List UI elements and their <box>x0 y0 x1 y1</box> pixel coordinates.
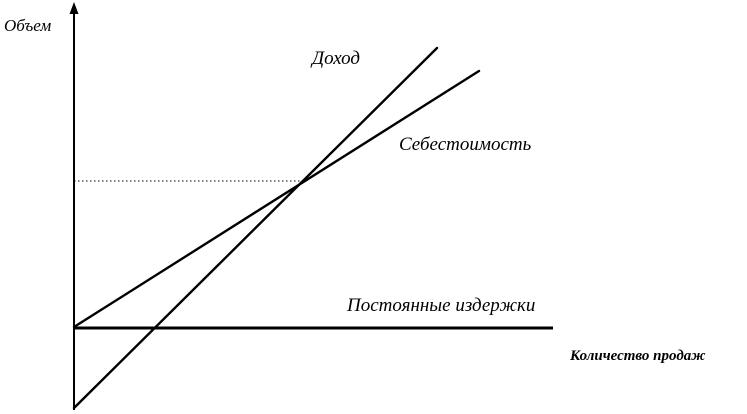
revenue-line-label: Доход <box>310 48 360 69</box>
revenue-line <box>72 46 439 410</box>
x-axis-label: Количество продаж <box>569 348 706 364</box>
cost-line <box>72 69 481 329</box>
fixed-costs-line-label: Постоянные издержки <box>346 295 535 316</box>
y-axis-arrow <box>69 2 79 14</box>
y-axis-label: Объем <box>4 16 51 35</box>
cost-line-label: Себестоимость <box>399 134 532 155</box>
